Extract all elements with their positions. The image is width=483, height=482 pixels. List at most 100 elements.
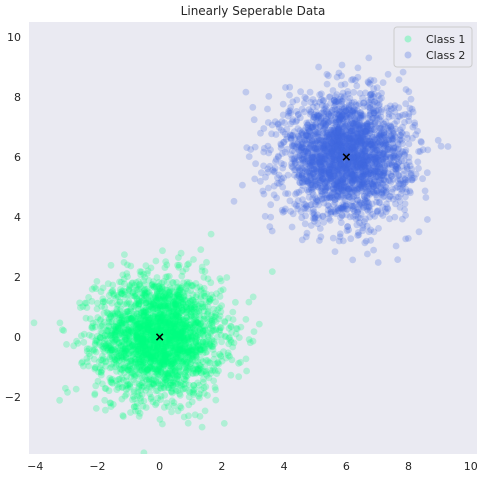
- data-point-class-1: [99, 343, 107, 351]
- data-point-class-2: [399, 140, 406, 148]
- data-point-class-1: [187, 281, 195, 289]
- data-point-class-1: [150, 298, 158, 306]
- data-point-class-1: [124, 380, 132, 388]
- data-point-class-1: [102, 406, 109, 414]
- data-point-class-1: [186, 389, 194, 396]
- data-point-class-1: [206, 295, 214, 303]
- data-point-class-2: [316, 91, 324, 99]
- data-point-class-1: [129, 329, 137, 337]
- data-point-class-1: [186, 330, 194, 337]
- data-point-class-1: [186, 298, 194, 305]
- data-point-class-1: [184, 261, 191, 268]
- data-point-class-1: [177, 404, 185, 412]
- data-point-class-1: [186, 335, 194, 343]
- data-point-class-1: [165, 272, 173, 280]
- data-point-class-1: [124, 312, 132, 320]
- data-point-class-1: [206, 296, 214, 304]
- data-point-class-1: [139, 344, 147, 352]
- data-point-class-1: [132, 320, 139, 328]
- data-point-class-1: [117, 330, 125, 338]
- data-point-class-1: [120, 329, 128, 337]
- data-point-class-1: [139, 338, 147, 346]
- data-point-class-1: [136, 409, 144, 417]
- data-point-class-1: [171, 326, 179, 334]
- data-point-class-2: [382, 183, 389, 191]
- data-point-class-1: [165, 291, 173, 299]
- data-point-class-1: [93, 278, 101, 285]
- data-point-class-1: [171, 342, 179, 350]
- data-point-class-1: [144, 329, 152, 337]
- data-point-class-1: [83, 355, 91, 362]
- data-point-class-2: [329, 163, 337, 171]
- data-point-class-1: [227, 337, 235, 344]
- data-point-class-1: [219, 286, 227, 293]
- data-point-class-1: [135, 298, 143, 305]
- data-point-class-1: [102, 342, 109, 350]
- data-point-class-1: [154, 343, 161, 351]
- data-point-class-1: [164, 359, 172, 367]
- data-point-class-1: [164, 294, 172, 302]
- data-point-class-1: [143, 367, 151, 374]
- data-point-class-1: [200, 375, 207, 383]
- data-point-class-1: [156, 335, 163, 342]
- data-point-class-1: [159, 317, 167, 325]
- data-point-class-1: [116, 334, 123, 342]
- data-point-class-2: [286, 91, 293, 99]
- data-point-class-1: [154, 350, 161, 358]
- data-point-class-1: [152, 282, 159, 290]
- data-point-class-1: [161, 264, 169, 271]
- data-point-class-1: [126, 380, 134, 388]
- data-point-class-1: [97, 334, 104, 342]
- data-point-class-1: [190, 297, 198, 304]
- data-point-class-2: [366, 104, 374, 111]
- data-point-class-1: [157, 324, 165, 332]
- data-point-class-1: [146, 358, 154, 366]
- data-point-class-1: [189, 319, 197, 326]
- data-point-class-1: [108, 459, 115, 466]
- data-point-class-2: [384, 70, 392, 78]
- data-point-class-2: [341, 80, 349, 88]
- data-point-class-1: [91, 391, 99, 399]
- data-point-class-1: [127, 409, 134, 416]
- data-point-class-1: [204, 357, 212, 365]
- data-point-class-1: [142, 306, 150, 314]
- data-point-class-1: [76, 299, 83, 307]
- data-point-class-1: [151, 343, 158, 351]
- data-point-class-1: [196, 326, 204, 333]
- data-point-class-1: [126, 300, 134, 307]
- data-point-class-1: [152, 257, 160, 265]
- data-point-class-1: [119, 345, 127, 353]
- data-point-class-1: [107, 313, 114, 321]
- data-point-class-1: [110, 325, 117, 332]
- data-point-class-1: [161, 353, 169, 361]
- data-point-class-2: [319, 212, 327, 220]
- data-point-class-1: [107, 332, 114, 339]
- data-point-class-1: [125, 327, 133, 334]
- data-point-class-1: [134, 388, 142, 396]
- data-point-class-1: [176, 302, 183, 310]
- data-point-class-1: [136, 353, 144, 360]
- data-point-class-1: [96, 341, 103, 348]
- data-point-class-1: [162, 289, 170, 297]
- data-point-class-1: [104, 309, 112, 317]
- data-point-class-1: [102, 357, 110, 365]
- data-point-class-1: [167, 321, 174, 328]
- data-point-class-1: [174, 312, 182, 319]
- data-point-class-1: [177, 309, 185, 316]
- data-point-class-1: [135, 314, 143, 321]
- data-point-class-1: [123, 336, 130, 344]
- data-point-class-2: [414, 158, 422, 166]
- data-point-class-1: [175, 263, 183, 271]
- data-point-class-1: [201, 292, 208, 300]
- data-point-class-1: [176, 337, 184, 345]
- data-point-class-2: [405, 88, 413, 96]
- data-point-class-1: [167, 360, 175, 368]
- data-point-class-1: [120, 348, 128, 356]
- data-point-class-1: [119, 356, 126, 364]
- data-point-class-1: [210, 305, 218, 313]
- data-point-class-1: [159, 319, 167, 326]
- data-point-class-1: [183, 367, 190, 374]
- data-point-class-1: [178, 358, 186, 366]
- data-point-class-1: [168, 288, 176, 295]
- data-point-class-1: [184, 287, 191, 295]
